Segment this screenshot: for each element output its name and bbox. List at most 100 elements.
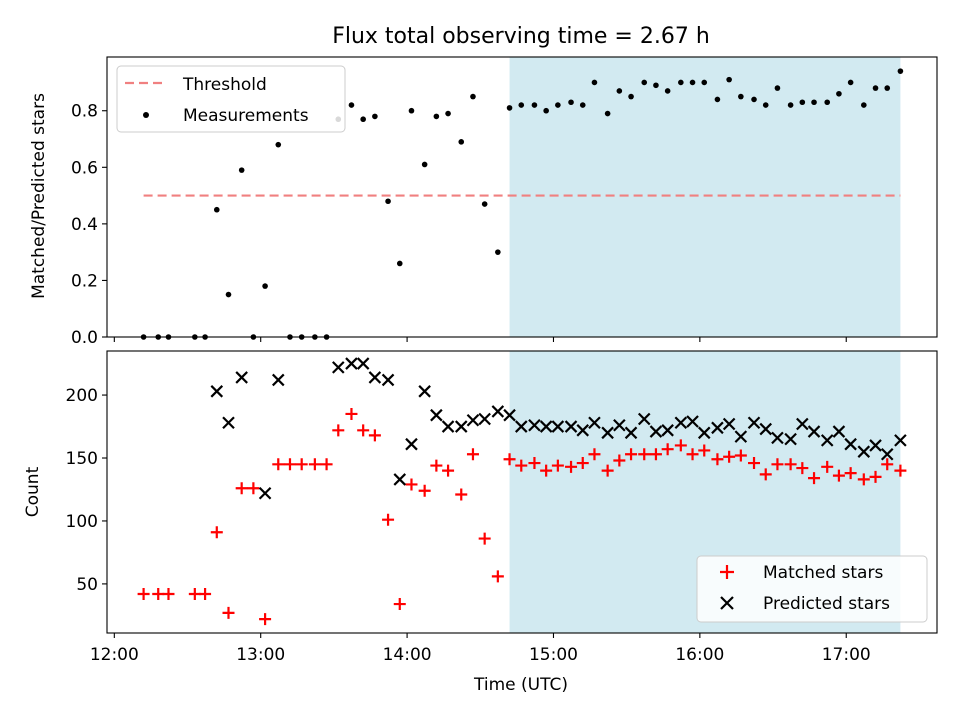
measurement-point <box>262 283 268 289</box>
measurement-point <box>701 79 708 86</box>
matched-star-point <box>188 587 201 600</box>
predicted-star-point <box>466 413 480 427</box>
chart-title: Flux total observing time = 2.67 h <box>332 24 710 49</box>
predicted-star-point <box>528 418 541 432</box>
predicted-star-point <box>441 420 455 433</box>
matched-star-point <box>295 458 308 471</box>
measurement-point <box>847 79 854 86</box>
matched-star-point <box>771 458 784 471</box>
matched-star-point <box>152 587 165 600</box>
matched-star-point <box>528 457 541 470</box>
matched-star-point <box>808 472 821 485</box>
matched-star-point <box>869 470 882 483</box>
count-panel: 50 100 150 200 12:00 13:00 14:00 15:00 16:00 17:… <box>23 350 938 695</box>
predicted-star-point <box>393 473 407 486</box>
matched-star-point <box>247 482 260 495</box>
matched-star-point <box>405 478 418 491</box>
matched-star-point <box>844 467 857 480</box>
measurement-point <box>689 79 696 86</box>
y-tick-label: 50 <box>76 575 98 595</box>
measurement-point <box>678 79 684 86</box>
measurement-point <box>445 110 451 117</box>
measurement-point <box>664 88 671 94</box>
predicted-star-point <box>539 420 553 433</box>
predicted-star-point <box>637 412 651 426</box>
matched-star-point <box>332 424 345 437</box>
measurement-point <box>348 102 355 108</box>
measurement-point <box>628 93 634 100</box>
predicted-star-point <box>551 420 565 433</box>
predicted-star-point <box>759 422 773 436</box>
legend: Matched stars Predicted stars <box>696 555 928 623</box>
measurement-point <box>506 105 513 111</box>
predicted-star-point <box>734 430 748 443</box>
matched-star-point <box>345 407 358 420</box>
matched-star-point <box>515 459 528 472</box>
matched-star-point <box>503 453 516 466</box>
legend-predicted-swatch <box>720 596 734 610</box>
x-tick-label: 17:00 <box>822 645 871 665</box>
measurement-point <box>616 88 623 94</box>
predicted-star-point <box>661 424 674 437</box>
measurement-point <box>799 99 806 106</box>
predicted-star-point <box>345 357 358 370</box>
matched-star-point <box>734 449 747 462</box>
matched-star-point <box>210 526 223 539</box>
legend-box <box>696 555 928 623</box>
predicted-star-point <box>368 371 382 384</box>
y-tick-label: 0.0 <box>71 328 98 348</box>
matched-star-point <box>320 458 333 471</box>
matched-star-point <box>235 482 248 495</box>
predicted-star-point <box>576 424 590 437</box>
measurement-point <box>824 99 831 106</box>
measurement-point <box>495 249 501 255</box>
legend-measurement-label: Measurements <box>183 106 309 126</box>
measurement-point <box>360 116 366 123</box>
predicted-star-point <box>356 357 370 370</box>
y-tick-label: 0.4 <box>71 215 98 235</box>
matched-star-point <box>357 424 370 437</box>
predicted-star-point <box>381 373 395 387</box>
predicted-star-point <box>271 373 285 387</box>
predicted-star-point <box>430 408 443 422</box>
x-tick-label: 15:00 <box>529 645 578 665</box>
predicted-star-point <box>491 405 505 418</box>
predicted-star-point <box>332 361 345 374</box>
matched-star-point <box>393 598 406 611</box>
predicted-star-point <box>894 434 907 447</box>
matched-star-point <box>638 448 651 461</box>
measurement-point <box>653 82 659 89</box>
legend: Threshold Measurements <box>116 65 346 133</box>
x-tick-label: 13:00 <box>236 645 285 665</box>
matched-star-point <box>137 587 150 600</box>
predicted-star-point <box>258 486 272 500</box>
measurement-point <box>604 110 611 117</box>
predicted-star-point <box>405 437 418 451</box>
x-axis-label: Time (UTC) <box>473 675 568 695</box>
predicted-star-point <box>844 437 857 451</box>
matched-star-point <box>748 457 761 470</box>
ratio-panel: 0.00.20.40.60.8 Matched/Predicted stars … <box>29 56 938 348</box>
matched-star-point <box>588 448 601 461</box>
measurement-point <box>787 102 794 108</box>
legend-box <box>116 65 346 133</box>
legend-predicted-label: Predicted stars <box>763 594 890 614</box>
matched-star-point <box>308 458 321 471</box>
measurement-point <box>543 107 549 114</box>
matched-star-point <box>857 473 870 486</box>
legend-matched-swatch <box>720 565 734 579</box>
predicted-star-point <box>564 420 578 433</box>
measurement-point <box>714 96 721 103</box>
matched-star-point <box>625 448 638 461</box>
measurement-point <box>884 85 891 91</box>
matched-star-point <box>283 458 296 471</box>
predicted-star-point <box>674 416 688 430</box>
matched-star-point <box>686 448 699 461</box>
matched-star-point <box>661 443 674 456</box>
shaded-region <box>509 57 901 337</box>
measurement-point <box>555 102 561 108</box>
matched-star-point <box>551 459 564 472</box>
matched-star-point <box>466 448 479 461</box>
measurement-point <box>811 99 817 106</box>
matched-star-point <box>222 606 235 619</box>
